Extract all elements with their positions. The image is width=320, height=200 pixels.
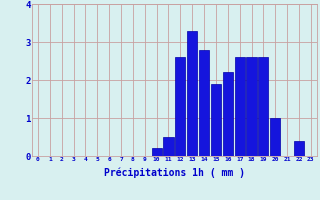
- Bar: [175, 57, 185, 156]
- X-axis label: Précipitations 1h ( mm ): Précipitations 1h ( mm ): [104, 168, 245, 178]
- Bar: [164, 137, 173, 156]
- Bar: [294, 141, 304, 156]
- Bar: [211, 84, 221, 156]
- Bar: [235, 57, 245, 156]
- Bar: [270, 118, 280, 156]
- Bar: [258, 57, 268, 156]
- Bar: [223, 72, 233, 156]
- Bar: [187, 31, 197, 156]
- Bar: [199, 50, 209, 156]
- Bar: [152, 148, 162, 156]
- Bar: [246, 57, 257, 156]
